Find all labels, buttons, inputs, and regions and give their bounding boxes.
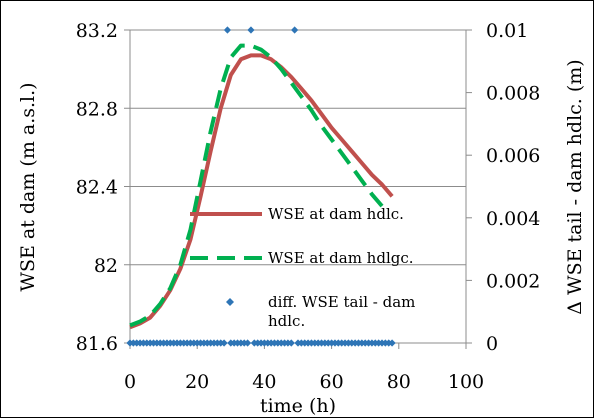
y-left-tick-label-1: 82 <box>94 255 118 277</box>
x-tick-label-2: 40 <box>252 371 276 393</box>
series-2-point-78 <box>388 339 396 347</box>
series-2-point-29 <box>223 26 232 34</box>
series-2-point-48 <box>287 339 295 347</box>
series-2-point-36 <box>247 26 255 34</box>
series-layer <box>126 26 396 347</box>
y-left-tick-label-2: 82.4 <box>76 177 118 199</box>
legend: WSE at dam hdlc. WSE at dam hdlgc. diff. W… <box>190 205 415 330</box>
series-2-point-35 <box>244 339 252 347</box>
y-right-tick-label-0: 0 <box>486 333 498 355</box>
y-right-tick-label-1: 0.002 <box>486 270 540 292</box>
legend-label-1: WSE at dam hdlgc. <box>268 249 414 267</box>
axes: 81.6 82 82.4 82.8 83.2 0 0.002 0.004 0.006 0.008 0… <box>76 20 541 393</box>
y-left-tick-label-4: 83.2 <box>76 20 118 42</box>
legend-label-2: diff. WSE tail - dam hdlc. <box>268 293 415 330</box>
y-right-tick-label-3: 0.006 <box>486 145 540 167</box>
x-tick-label-3: 60 <box>320 371 344 393</box>
x-axis-title: time (h) <box>260 395 336 417</box>
series-1-line <box>129 43 384 328</box>
y-left-tick-label-0: 81.6 <box>76 333 118 355</box>
x-tick-label-1: 20 <box>185 371 209 393</box>
y-right-tick-label-4: 0.008 <box>486 83 540 105</box>
x-tick-label-5: 100 <box>448 371 484 393</box>
series-2-point-28 <box>220 339 228 347</box>
y-right-axis-title: Δ WSE tail - dam hdlc. (m) <box>564 59 586 314</box>
y-left-tick-label-3: 82.8 <box>76 98 118 120</box>
y-right-tick-label-2: 0.004 <box>486 208 540 230</box>
x-tick-label-4: 80 <box>387 371 411 393</box>
y-right-tick-label-5: 0.01 <box>486 20 528 42</box>
legend-label-0: WSE at dam hdlc. <box>268 205 404 223</box>
series-2-point-49 <box>291 26 299 34</box>
x-tick-label-0: 0 <box>124 371 136 393</box>
y-left-axis-title: WSE at dam (m a.s.l.) <box>17 82 39 291</box>
legend-marker-2 <box>226 298 234 306</box>
